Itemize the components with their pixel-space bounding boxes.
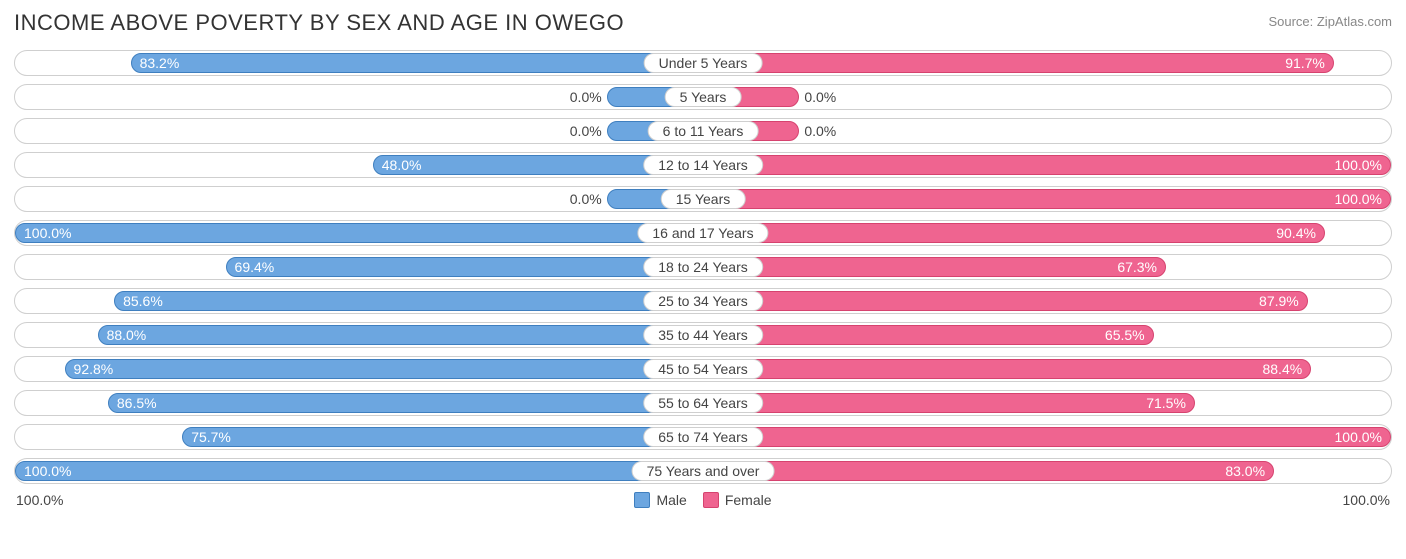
female-value-label: 0.0% — [798, 123, 836, 139]
legend-swatch — [703, 492, 719, 508]
category-label: 15 Years — [661, 189, 746, 209]
male-bar: 83.2% — [131, 53, 703, 73]
male-bar: 100.0% — [15, 461, 703, 481]
male-bar: 75.7% — [182, 427, 703, 447]
female-value-label: 90.4% — [1276, 225, 1316, 241]
male-bar: 86.5% — [108, 393, 703, 413]
category-label: 25 to 34 Years — [643, 291, 763, 311]
female-bar: 67.3% — [703, 257, 1166, 277]
female-bar: 71.5% — [703, 393, 1195, 413]
male-value-label: 100.0% — [24, 463, 71, 479]
female-bar: 100.0% — [703, 189, 1391, 209]
chart-footer: 100.0% Male Female 100.0% — [14, 492, 1392, 508]
category-label: 18 to 24 Years — [643, 257, 763, 277]
male-value-label: 100.0% — [24, 225, 71, 241]
male-value-label: 88.0% — [107, 327, 147, 343]
female-value-label: 100.0% — [1335, 191, 1382, 207]
chart-row: 0.0% 0.0% 5 Years — [14, 84, 1392, 110]
male-value-label: 83.2% — [140, 55, 180, 71]
chart-row: 92.8% 88.4% 45 to 54 Years — [14, 356, 1392, 382]
category-label: 75 Years and over — [632, 461, 775, 481]
chart-row: 100.0% 83.0% 75 Years and over — [14, 458, 1392, 484]
category-label: 16 and 17 Years — [637, 223, 768, 243]
female-bar: 100.0% — [703, 155, 1391, 175]
category-label: 6 to 11 Years — [648, 121, 759, 141]
female-value-label: 87.9% — [1259, 293, 1299, 309]
male-bar: 85.6% — [114, 291, 703, 311]
female-value-label: 88.4% — [1262, 361, 1302, 377]
female-bar: 100.0% — [703, 427, 1391, 447]
male-value-label: 92.8% — [74, 361, 114, 377]
chart-row: 85.6% 87.9% 25 to 34 Years — [14, 288, 1392, 314]
legend: Male Female — [634, 492, 771, 508]
chart-row: 69.4% 67.3% 18 to 24 Years — [14, 254, 1392, 280]
legend-label: Female — [725, 492, 772, 508]
female-bar: 90.4% — [703, 223, 1325, 243]
category-label: 35 to 44 Years — [643, 325, 763, 345]
chart-row: 88.0% 65.5% 35 to 44 Years — [14, 322, 1392, 348]
category-label: 45 to 54 Years — [643, 359, 763, 379]
female-value-label: 83.0% — [1225, 463, 1265, 479]
female-bar: 91.7% — [703, 53, 1334, 73]
chart-row: 0.0% 100.0% 15 Years — [14, 186, 1392, 212]
male-value-label: 0.0% — [570, 89, 608, 105]
diverging-bar-chart: INCOME ABOVE POVERTY BY SEX AND AGE IN O… — [0, 0, 1406, 512]
chart-title: INCOME ABOVE POVERTY BY SEX AND AGE IN O… — [14, 10, 624, 36]
female-value-label: 0.0% — [798, 89, 836, 105]
chart-row: 0.0% 0.0% 6 to 11 Years — [14, 118, 1392, 144]
category-label: 65 to 74 Years — [643, 427, 763, 447]
category-label: 5 Years — [665, 87, 742, 107]
male-bar: 69.4% — [226, 257, 703, 277]
axis-right-label: 100.0% — [1343, 492, 1390, 508]
chart-row: 83.2% 91.7% Under 5 Years — [14, 50, 1392, 76]
category-label: Under 5 Years — [644, 53, 763, 73]
legend-label: Male — [656, 492, 686, 508]
male-bar: 100.0% — [15, 223, 703, 243]
female-value-label: 71.5% — [1146, 395, 1186, 411]
male-value-label: 0.0% — [570, 191, 608, 207]
legend-swatch — [634, 492, 650, 508]
female-bar: 65.5% — [703, 325, 1154, 345]
legend-item: Female — [703, 492, 772, 508]
female-value-label: 67.3% — [1117, 259, 1157, 275]
chart-row: 100.0% 90.4% 16 and 17 Years — [14, 220, 1392, 246]
chart-row: 86.5% 71.5% 55 to 64 Years — [14, 390, 1392, 416]
category-label: 12 to 14 Years — [643, 155, 763, 175]
female-bar: 83.0% — [703, 461, 1274, 481]
female-bar: 87.9% — [703, 291, 1308, 311]
male-bar: 88.0% — [98, 325, 703, 345]
female-value-label: 100.0% — [1335, 157, 1382, 173]
legend-item: Male — [634, 492, 686, 508]
male-value-label: 75.7% — [191, 429, 231, 445]
male-bar: 92.8% — [65, 359, 703, 379]
chart-header: INCOME ABOVE POVERTY BY SEX AND AGE IN O… — [14, 10, 1392, 36]
female-value-label: 65.5% — [1105, 327, 1145, 343]
male-value-label: 48.0% — [382, 157, 422, 173]
female-bar: 88.4% — [703, 359, 1311, 379]
male-value-label: 86.5% — [117, 395, 157, 411]
chart-row: 48.0% 100.0% 12 to 14 Years — [14, 152, 1392, 178]
category-label: 55 to 64 Years — [643, 393, 763, 413]
chart-source: Source: ZipAtlas.com — [1268, 10, 1392, 29]
chart-rows: 83.2%91.7%Under 5 Years0.0%0.0%5 Years0.… — [14, 50, 1392, 484]
chart-row: 75.7% 100.0% 65 to 74 Years — [14, 424, 1392, 450]
male-value-label: 85.6% — [123, 293, 163, 309]
male-value-label: 69.4% — [235, 259, 275, 275]
male-value-label: 0.0% — [570, 123, 608, 139]
axis-left-label: 100.0% — [16, 492, 63, 508]
female-value-label: 91.7% — [1285, 55, 1325, 71]
female-value-label: 100.0% — [1335, 429, 1382, 445]
